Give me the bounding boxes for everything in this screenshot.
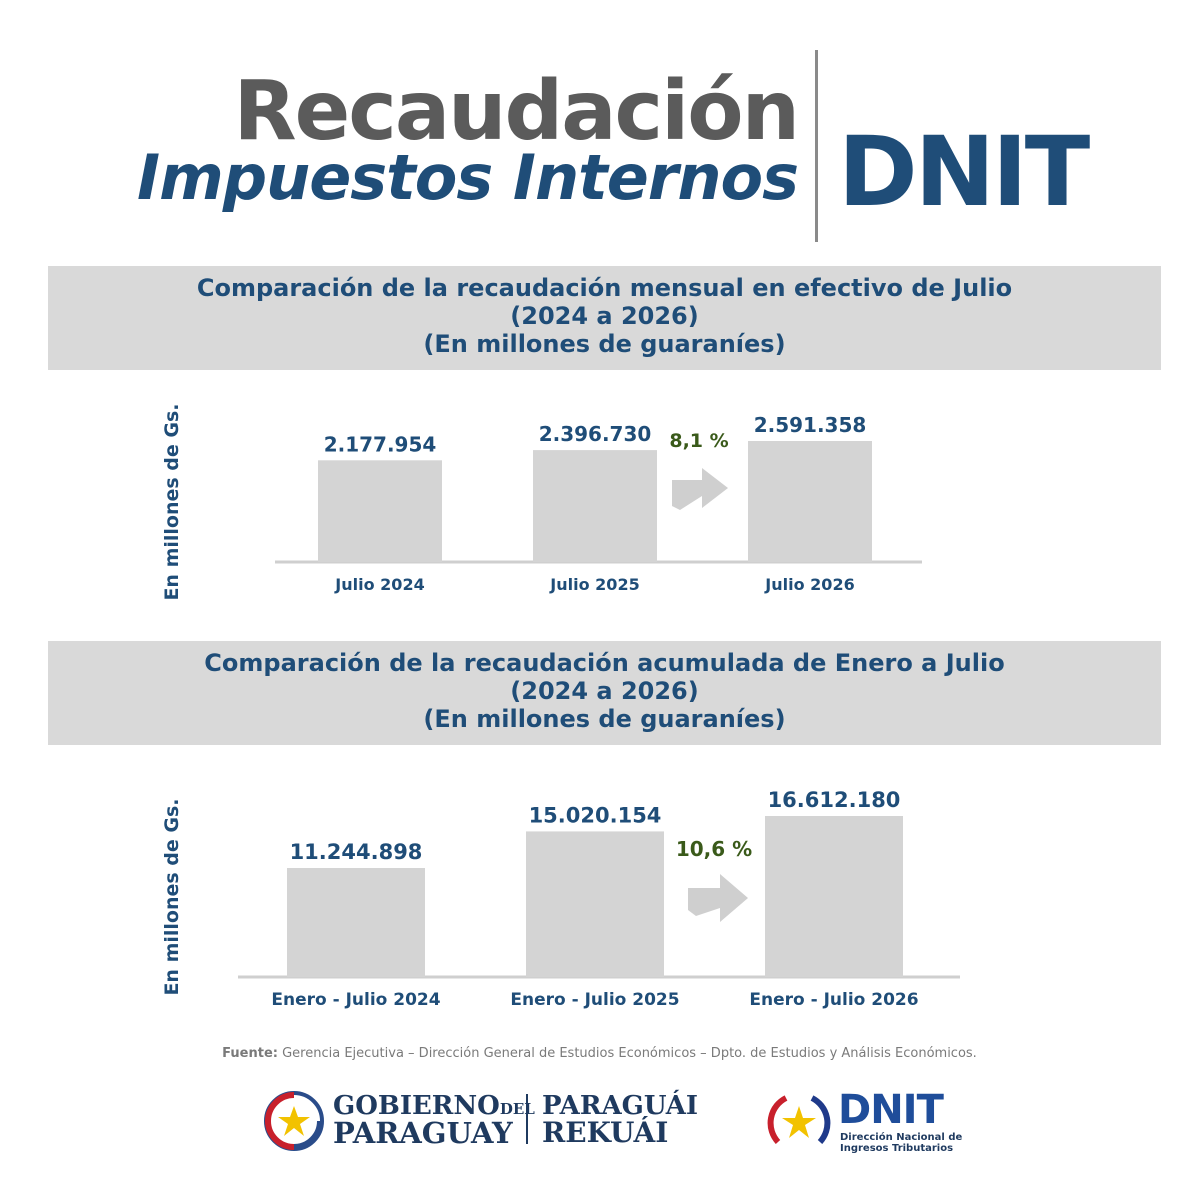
section2-units: (En millones de guaraníes) xyxy=(423,705,786,733)
chart2-value-label-1: 11.244.898 xyxy=(290,840,423,864)
page-subtitle-impuestos-internos: Impuestos Internos xyxy=(137,141,799,214)
chart2-category-label-3: Enero - Julio 2026 xyxy=(749,990,918,1010)
chart2-bar-2 xyxy=(526,831,664,977)
chart1-value-label-1: 2.177.954 xyxy=(324,432,437,456)
brand-dnit: DNIT xyxy=(838,116,1090,228)
dnit-logo-wordmark: DNIT xyxy=(838,1087,944,1133)
chart1-bar-2 xyxy=(533,450,657,562)
chart2-growth-arrow-icon xyxy=(688,874,748,922)
chart2-category-label-2: Enero - Julio 2025 xyxy=(510,990,679,1010)
chart2-value-label-3: 16.612.180 xyxy=(768,788,901,812)
chart1-growth-arrow-icon xyxy=(672,468,728,510)
chart2-cumulative-jan-jul: 11.244.898 Enero - Julio 2024 15.020.154 En… xyxy=(238,788,960,1010)
dnit-logo-subtitle-1: Dirección Nacional de xyxy=(840,1132,963,1143)
chart2-bar-1 xyxy=(287,868,425,977)
slogan-line1: PARAGUÁI xyxy=(542,1091,699,1121)
chart1-monthly-july: 2.177.954 Julio 2024 2.396.730 Julio 2025 2.… xyxy=(275,413,922,594)
chart1-category-label-2: Julio 2025 xyxy=(549,575,639,594)
slogan-line2: REKUÁI xyxy=(542,1116,669,1149)
section2-years: (2024 a 2026) xyxy=(510,677,699,705)
chart1-bar-1 xyxy=(318,460,442,562)
section1-banner: Comparación de la recaudación mensual en… xyxy=(48,266,1161,370)
chart2-growth-annotation: 10,6 % xyxy=(676,837,752,861)
chart2-bar-3 xyxy=(765,816,903,977)
dnit-logo-subtitle-2: Ingresos Tributarios xyxy=(840,1143,954,1154)
section2-banner: Comparación de la recaudación acumulada … xyxy=(48,641,1161,745)
gov-logo-word-gobierno: GOBIERNO xyxy=(333,1091,500,1121)
page-title-recaudacion: Recaudación xyxy=(233,64,800,159)
chart1-category-label-1: Julio 2024 xyxy=(334,575,424,594)
source-label: Fuente: xyxy=(222,1046,278,1061)
source-note: Fuente: Gerencia Ejecutiva – Dirección G… xyxy=(0,1046,1199,1061)
section1-title: Comparación de la recaudación mensual en… xyxy=(196,274,1013,302)
header-divider xyxy=(815,50,818,242)
paraguay-seal-icon xyxy=(264,1091,324,1151)
source-text: Gerencia Ejecutiva – Dirección General d… xyxy=(282,1046,977,1061)
chart1-value-label-3: 2.591.358 xyxy=(754,413,867,437)
section1-years: (2024 a 2026) xyxy=(510,302,699,330)
chart2-value-label-2: 15.020.154 xyxy=(529,803,662,827)
section1-units: (En millones de guaraníes) xyxy=(423,330,786,358)
chart2-category-label-1: Enero - Julio 2024 xyxy=(271,990,440,1010)
chart1-growth-annotation: 8,1 % xyxy=(669,430,728,452)
section2-title: Comparación de la recaudación acumulada … xyxy=(204,649,1005,677)
gov-logo-line2: PARAGUAY xyxy=(333,1116,513,1150)
chart1-bar-3 xyxy=(748,441,872,562)
footer-logo-divider xyxy=(526,1094,528,1144)
chart1-category-label-3: Julio 2026 xyxy=(764,575,854,594)
dnit-seal-icon xyxy=(767,1095,831,1145)
chart1-value-label-2: 2.396.730 xyxy=(539,422,652,446)
